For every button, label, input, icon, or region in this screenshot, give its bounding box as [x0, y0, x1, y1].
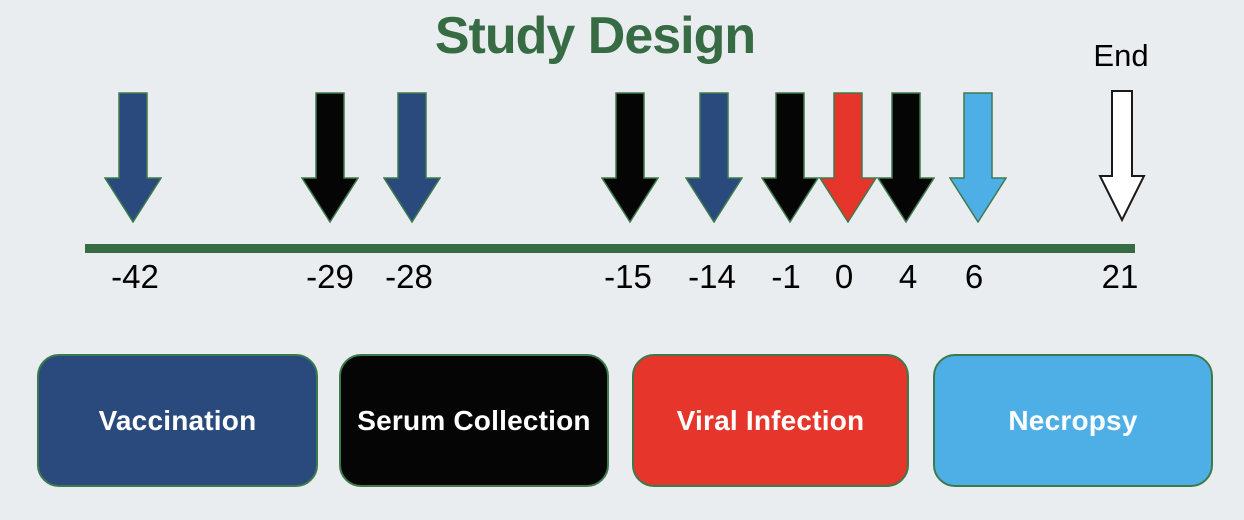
- tick-day-neg29: -29: [306, 258, 354, 295]
- down-arrow-icon: [104, 92, 162, 223]
- serum-arrow-day-neg15: [601, 92, 659, 223]
- viral-infection-arrow-day-0: [819, 92, 877, 223]
- serum-arrow-day-4: [877, 92, 935, 223]
- end-label: End: [1093, 38, 1149, 73]
- down-arrow-outline-icon: [1098, 90, 1146, 222]
- tick-day-neg1: -1: [771, 258, 801, 295]
- vaccination-arrow-day-neg14: [685, 92, 743, 223]
- down-arrow-icon: [877, 92, 935, 223]
- end-arrow-day-21: [1098, 90, 1146, 222]
- serum-arrow-day-neg29: [301, 92, 359, 223]
- down-arrow-icon: [949, 92, 1007, 223]
- legend-box-vaccination: Vaccination: [37, 354, 318, 487]
- legend-label: Serum Collection: [357, 404, 591, 436]
- legend-box-serum-collection: Serum Collection: [339, 354, 609, 487]
- down-arrow-icon: [601, 92, 659, 223]
- tick-day-neg42: -42: [111, 258, 159, 295]
- legend-label: Vaccination: [98, 404, 257, 436]
- vaccination-arrow-day-neg28: [383, 92, 441, 223]
- tick-day-neg28: -28: [385, 258, 433, 295]
- tick-day-0: 0: [834, 258, 854, 295]
- serum-arrow-day-neg1: [761, 92, 819, 223]
- down-arrow-icon: [383, 92, 441, 223]
- down-arrow-icon: [761, 92, 819, 223]
- down-arrow-icon: [685, 92, 743, 223]
- tick-day-6: 6: [964, 258, 984, 295]
- legend-label: Viral Infection: [676, 404, 865, 436]
- legend-box-necropsy: Necropsy: [933, 354, 1213, 487]
- legend-label: Necropsy: [1008, 404, 1138, 436]
- down-arrow-icon: [819, 92, 877, 223]
- page-title: Study Design: [434, 7, 756, 65]
- tick-day-4: 4: [898, 258, 918, 295]
- tick-day-neg14: -14: [688, 258, 736, 295]
- necropsy-arrow-day-6: [949, 92, 1007, 223]
- tick-day-neg15: -15: [604, 258, 652, 295]
- down-arrow-icon: [301, 92, 359, 223]
- timeline-bar: [85, 244, 1135, 253]
- tick-day-21: 21: [1101, 258, 1139, 295]
- legend-box-viral-infection: Viral Infection: [632, 354, 909, 487]
- vaccination-arrow-day-neg42: [104, 92, 162, 223]
